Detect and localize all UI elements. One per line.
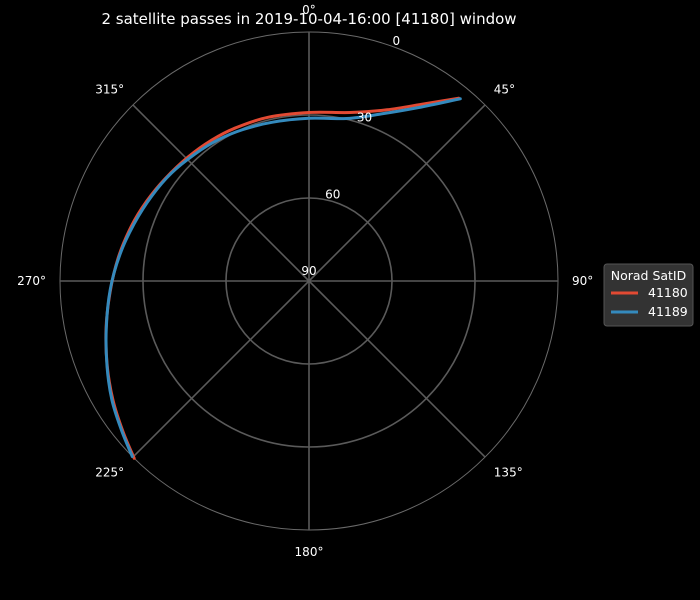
theta-tick-label: 45° [494, 82, 515, 96]
legend-title: Norad SatID [611, 268, 687, 283]
theta-tick-label: 270° [17, 274, 46, 288]
legend-label: 41189 [648, 304, 688, 319]
legend-label: 41180 [648, 285, 688, 300]
grid-spoke-315 [132, 104, 310, 282]
theta-tick-label: 180° [295, 545, 324, 559]
theta-tick-label: 135° [494, 466, 523, 480]
r-tick-label: 60 [325, 187, 340, 201]
series-line-41189 [104, 97, 462, 458]
grid-spoke-135 [308, 280, 486, 458]
series-line-41180 [104, 96, 461, 460]
legend: Norad SatID 41180 41189 [603, 263, 694, 327]
grid-spoke-225 [132, 280, 310, 458]
r-tick-label: 0 [392, 34, 400, 48]
r-tick-label: 90 [301, 264, 316, 278]
series-layer [104, 96, 462, 460]
theta-tick-label: 315° [95, 82, 124, 96]
theta-tick-label: 225° [95, 466, 124, 480]
r-tick-label: 30 [357, 111, 372, 125]
tick-labels: 0° 45° 90° 135° 180° 225° 270° 315° 90 60 30 0 [17, 3, 593, 559]
chart-title: 2 satellite passes in 2019-10-04-16:00 [… [101, 10, 516, 28]
theta-tick-label: 0° [302, 3, 316, 17]
theta-tick-label: 90° [572, 274, 593, 288]
grid-spoke-45 [308, 104, 486, 282]
polar-grid [59, 31, 559, 531]
